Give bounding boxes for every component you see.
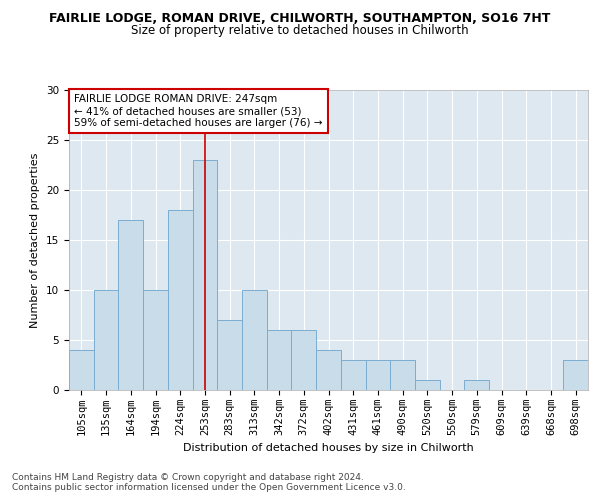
Bar bbox=[464, 380, 489, 390]
Bar bbox=[316, 350, 341, 390]
Bar bbox=[390, 360, 415, 390]
Bar bbox=[242, 290, 267, 390]
Bar bbox=[415, 380, 440, 390]
Bar bbox=[292, 330, 316, 390]
Bar bbox=[143, 290, 168, 390]
Text: FAIRLIE LODGE ROMAN DRIVE: 247sqm
← 41% of detached houses are smaller (53)
59% : FAIRLIE LODGE ROMAN DRIVE: 247sqm ← 41% … bbox=[74, 94, 323, 128]
Bar bbox=[168, 210, 193, 390]
Bar bbox=[94, 290, 118, 390]
Bar bbox=[267, 330, 292, 390]
Text: Size of property relative to detached houses in Chilworth: Size of property relative to detached ho… bbox=[131, 24, 469, 37]
Text: FAIRLIE LODGE, ROMAN DRIVE, CHILWORTH, SOUTHAMPTON, SO16 7HT: FAIRLIE LODGE, ROMAN DRIVE, CHILWORTH, S… bbox=[49, 12, 551, 26]
Bar bbox=[217, 320, 242, 390]
X-axis label: Distribution of detached houses by size in Chilworth: Distribution of detached houses by size … bbox=[183, 444, 474, 454]
Bar bbox=[341, 360, 365, 390]
Bar bbox=[365, 360, 390, 390]
Y-axis label: Number of detached properties: Number of detached properties bbox=[31, 152, 40, 328]
Bar bbox=[69, 350, 94, 390]
Text: Contains HM Land Registry data © Crown copyright and database right 2024.
Contai: Contains HM Land Registry data © Crown c… bbox=[12, 472, 406, 492]
Bar bbox=[118, 220, 143, 390]
Bar bbox=[563, 360, 588, 390]
Bar bbox=[193, 160, 217, 390]
